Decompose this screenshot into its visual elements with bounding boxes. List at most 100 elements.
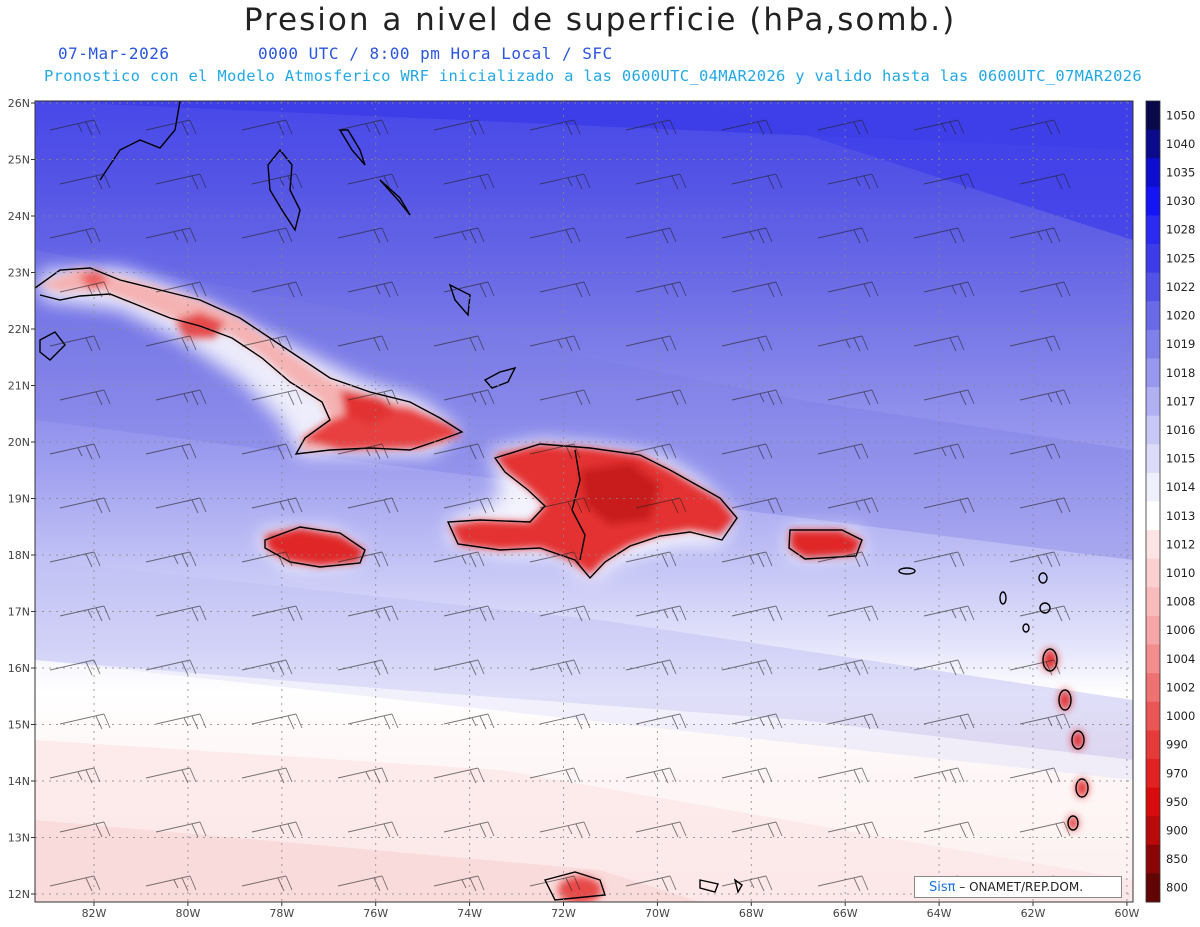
wind-barb-icon — [731, 821, 783, 838]
wind-barb-icon — [529, 875, 581, 892]
lat-label: 20N — [8, 436, 30, 449]
wind-barb-icon — [625, 335, 677, 352]
wind-barb-icon — [635, 713, 687, 730]
wind-barb-icon — [625, 443, 677, 460]
wind-barb-icon — [539, 281, 591, 298]
wind-barb-icon — [337, 227, 389, 244]
map-area — [35, 101, 1133, 902]
wind-barb-icon — [155, 281, 207, 298]
wind-barb-icon — [721, 227, 773, 244]
lat-label: 16N — [8, 662, 30, 675]
lat-label: 22N — [8, 323, 30, 336]
lon-label: 74W — [457, 907, 482, 920]
wind-barb-icon — [145, 443, 197, 460]
wind-barb-icon — [337, 119, 389, 136]
wind-barb-icon — [337, 551, 389, 568]
wind-barb-icon — [145, 335, 197, 352]
lat-label: 14N — [8, 775, 30, 788]
wind-barb-icon — [827, 389, 879, 406]
colorbar-label: 1013 — [1166, 509, 1195, 523]
lat-label: 21N — [8, 380, 30, 393]
wind-barb-icon — [145, 875, 197, 892]
wind-barb-icon — [433, 659, 485, 676]
wind-barb-icon — [49, 767, 101, 784]
credit-text: – ONAMET/REP.DOM. — [959, 880, 1084, 894]
lon-label: 60W — [1114, 907, 1139, 920]
colorbar-label: 1016 — [1166, 423, 1195, 437]
wind-barb-icon — [529, 119, 581, 136]
wind-barb-icon — [1009, 443, 1061, 460]
wind-barb-icon — [721, 767, 773, 784]
colorbar-label: 1019 — [1166, 337, 1195, 351]
wind-barb-icon — [817, 119, 869, 136]
wind-barb-icon — [827, 821, 879, 838]
colorbar-segment — [1146, 329, 1160, 359]
wind-barb-icon — [59, 173, 111, 190]
wind-barb-icon — [347, 173, 399, 190]
colorbar-segment — [1146, 844, 1160, 874]
colorbar-label: 1004 — [1166, 652, 1195, 666]
colorbar-segment — [1146, 587, 1160, 617]
wind-barb-icon — [347, 281, 399, 298]
wind-barb-icon — [251, 497, 303, 514]
wind-barb-icon — [1019, 605, 1071, 622]
wind-barb-icon — [913, 443, 965, 460]
colorbar-label: 990 — [1166, 738, 1188, 752]
wind-barb-icon — [827, 281, 879, 298]
wind-barb-icon — [731, 389, 783, 406]
wind-barb-icon — [251, 821, 303, 838]
colorbar-segment — [1146, 644, 1160, 674]
wind-barb-icon — [721, 659, 773, 676]
land-lesser-antilles — [1043, 649, 1088, 830]
wind-barb-icon — [817, 551, 869, 568]
wind-barb-icon — [529, 659, 581, 676]
wind-barb-icon — [241, 659, 293, 676]
wind-barb-icon — [241, 767, 293, 784]
wind-barb-icon — [433, 227, 485, 244]
colorbar-segment — [1146, 301, 1160, 331]
wind-barb-icon — [1009, 119, 1061, 136]
wind-barb-icon — [145, 659, 197, 676]
colorbar-label: 1017 — [1166, 394, 1195, 408]
colorbar-label: 850 — [1166, 852, 1188, 866]
wind-barb-icon — [347, 821, 399, 838]
wind-barb-icon — [539, 713, 591, 730]
wind-barb-icon — [721, 875, 773, 892]
colorbar-segment — [1146, 758, 1160, 789]
wind-barb-icon — [337, 767, 389, 784]
wind-barb-icon — [817, 443, 869, 460]
lat-label: 13N — [8, 832, 30, 845]
wind-barb-icon — [347, 605, 399, 622]
colorbar-label: 1050 — [1166, 108, 1195, 122]
wind-barb-icon — [155, 173, 207, 190]
wind-barb-icon — [49, 227, 101, 244]
wind-barb-icon — [731, 173, 783, 190]
wind-barb-icon — [251, 389, 303, 406]
lat-label: 23N — [8, 267, 30, 280]
wind-barb-icon — [145, 227, 197, 244]
wind-barb-icon — [635, 389, 687, 406]
lat-label: 18N — [8, 549, 30, 562]
colorbar-label: 1028 — [1166, 223, 1195, 237]
colorbar-segment — [1146, 730, 1160, 760]
colorbar-label: 1030 — [1166, 194, 1195, 208]
lon-label: 64W — [927, 907, 952, 920]
colorbar-label: 1025 — [1166, 251, 1195, 265]
wind-barb-icon — [635, 821, 687, 838]
wind-barb-icon — [923, 605, 975, 622]
wind-barb-icon — [817, 335, 869, 352]
credit-box: Sisπ – ONAMET/REP.DOM. — [914, 876, 1122, 898]
lon-label: 62W — [1021, 907, 1046, 920]
wind-barb-icon — [433, 875, 485, 892]
lat-label: 17N — [8, 606, 30, 619]
land-jamaica — [265, 528, 365, 566]
land-puerto-rico — [790, 530, 862, 558]
wind-barb-icon — [529, 551, 581, 568]
wind-barb-icon — [539, 173, 591, 190]
sispi-logo: Sisπ — [929, 880, 956, 895]
wind-barb-icon — [635, 497, 687, 514]
wind-barb-icon — [923, 173, 975, 190]
wind-barb-icon — [913, 551, 965, 568]
wind-barb-icon — [817, 875, 869, 892]
wind-barb-icon — [251, 713, 303, 730]
